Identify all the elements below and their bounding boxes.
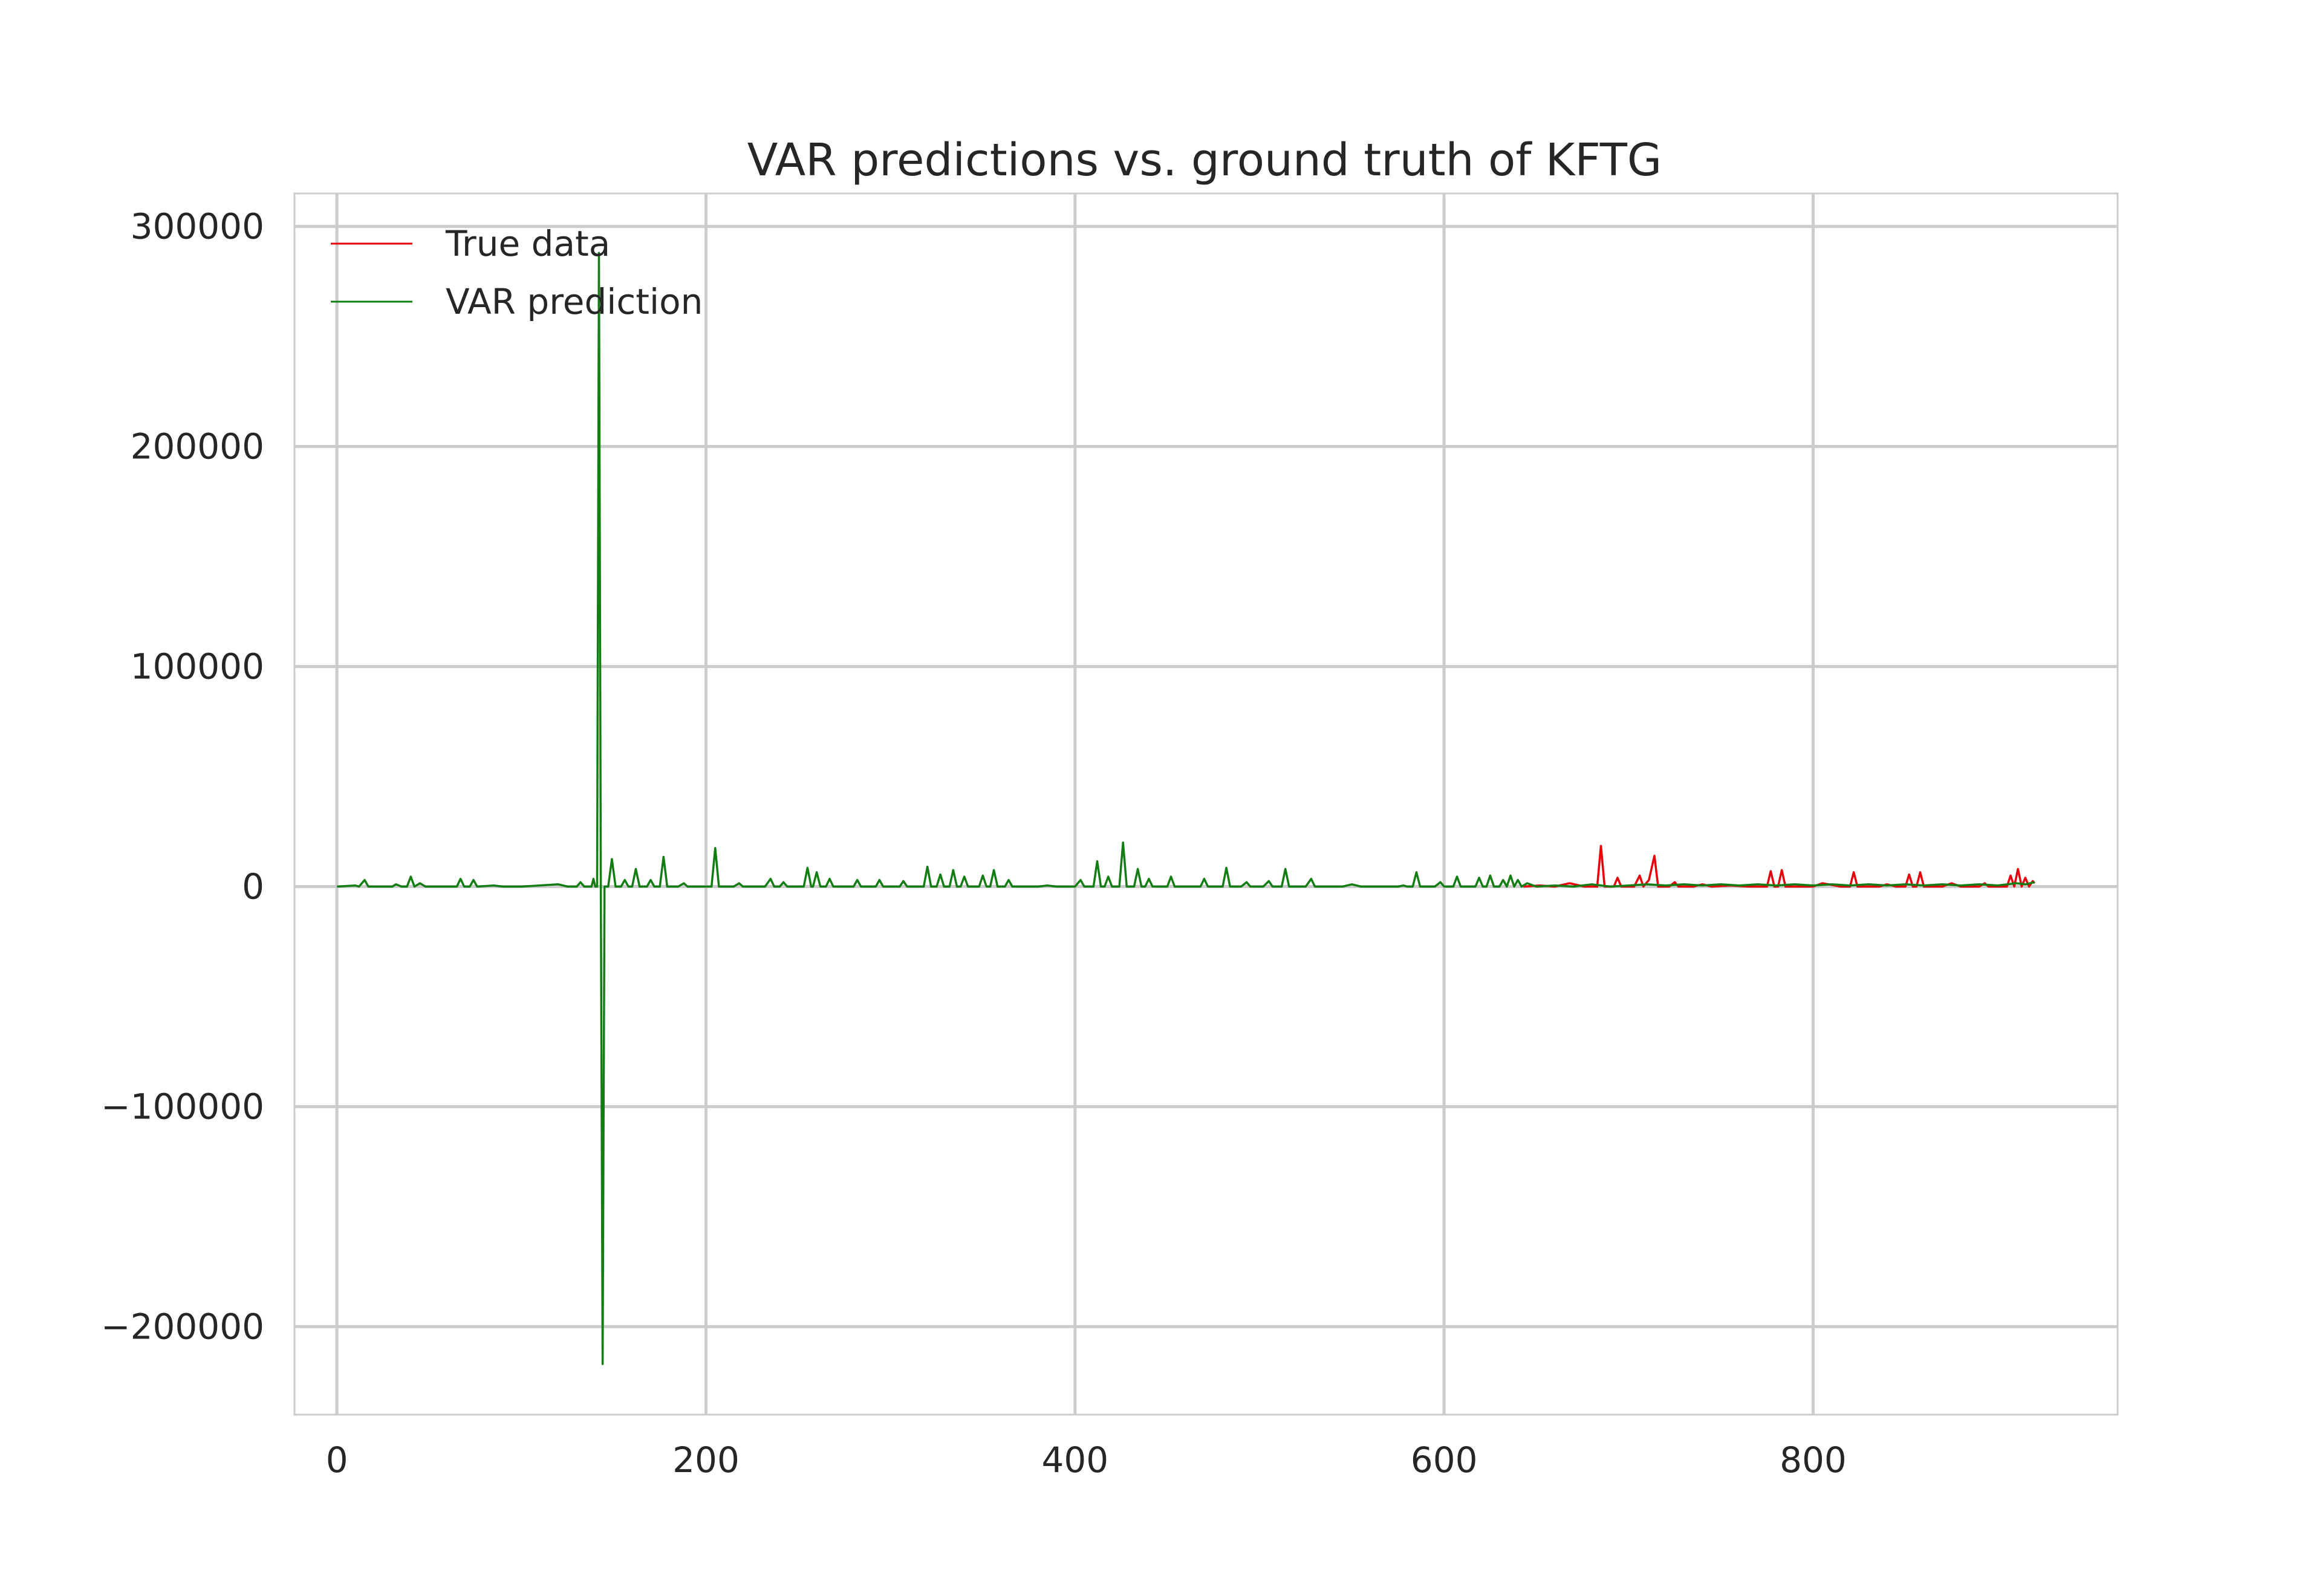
y-tick-label: 300000 bbox=[131, 206, 264, 247]
y-tick-label: 0 bbox=[242, 866, 264, 907]
chart-title: VAR predictions vs. ground truth of KFTG bbox=[747, 134, 1662, 186]
series-line-var-prediction bbox=[337, 251, 2035, 1366]
x-tick-label: 400 bbox=[1041, 1439, 1108, 1481]
legend-label-true-data: True data bbox=[445, 223, 610, 264]
plot-frame bbox=[293, 192, 2119, 1416]
legend: True data VAR prediction bbox=[331, 223, 703, 322]
y-tick-label: −200000 bbox=[101, 1306, 264, 1347]
y-tick-label: 200000 bbox=[131, 426, 264, 467]
x-tick-label: 800 bbox=[1780, 1439, 1847, 1481]
y-tick-label: −100000 bbox=[101, 1086, 264, 1127]
legend-label-var-prediction: VAR prediction bbox=[446, 281, 703, 322]
x-tick-label: 0 bbox=[326, 1439, 348, 1481]
x-tick-label: 600 bbox=[1411, 1439, 1478, 1481]
y-tick-label: 100000 bbox=[131, 646, 264, 687]
x-tick-label: 200 bbox=[672, 1439, 740, 1481]
series-layer bbox=[337, 251, 2036, 1366]
tick-labels: 0 200 400 600 800 300000 200000 100000 0 −100000 −… bbox=[101, 206, 1847, 1481]
